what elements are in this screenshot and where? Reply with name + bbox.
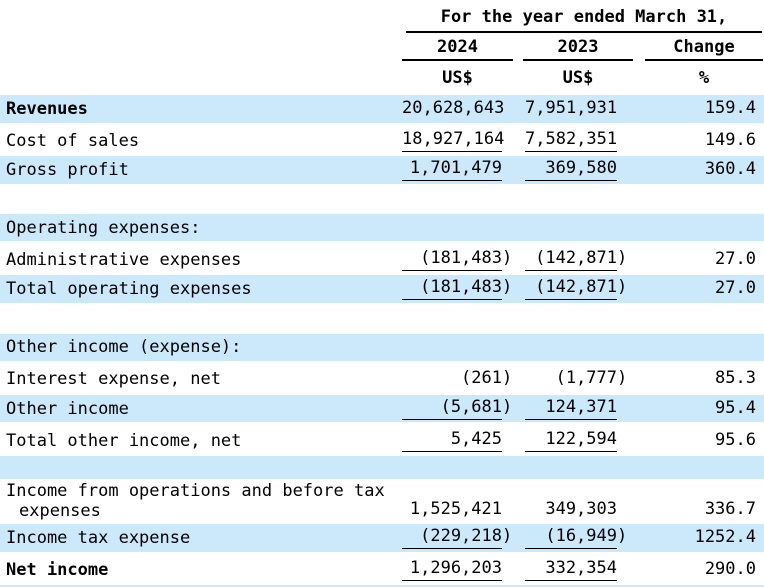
table-row: Interest expense, net (261) (1,777) 85.3: [0, 364, 764, 395]
value-change: [617, 346, 764, 348]
row-label: Operating expenses:: [6, 217, 201, 238]
table-row: Total operating expenses (181,483) (142,87…: [0, 274, 764, 306]
value-change: 1252.4: [694, 526, 756, 547]
period-header: For the year ended March 31,: [406, 5, 762, 33]
value-change: 149.6: [704, 129, 756, 150]
column-header-2023: 2023: [523, 35, 633, 61]
row-label: Total other income, net: [6, 430, 242, 451]
value-2023: [525, 346, 617, 348]
table-row: Revenues 20,628,643 7,951,931 159.4: [0, 95, 764, 126]
table-row: Income tax expense (229,218) (16,949) 1252.…: [0, 523, 764, 555]
value-2024: [402, 227, 502, 229]
section-row: Operating expenses:: [0, 213, 764, 245]
value-2023: 369,580: [525, 158, 617, 182]
value-2023: 7,951,931: [525, 97, 618, 118]
value-2023: 349,303: [545, 498, 617, 519]
value-2024: 1,525,421: [409, 498, 502, 519]
unit-header-2024-usd: US$: [442, 68, 473, 88]
table-body: Revenues 20,628,643 7,951,931 159.4 Cost of …: [0, 95, 764, 587]
table-row: Cost of sales 18,927,164 7,582,351 149.6: [0, 126, 764, 157]
row-label: Revenues: [6, 98, 88, 119]
row-label: Cost of sales: [6, 130, 140, 151]
value-change: 27.0: [715, 277, 756, 298]
value-change: 85.3: [715, 368, 756, 389]
column-header-2024: 2024: [402, 35, 513, 61]
unit-header-change-percent: %: [698, 68, 710, 88]
row-label: Other income: [6, 398, 129, 419]
value-2024: [402, 346, 502, 348]
value-change: 336.7: [704, 498, 756, 519]
value-change: 95.4: [715, 397, 756, 418]
row-label: Interest expense, net: [6, 369, 221, 390]
table-header: For the year ended March 31, 2024 2023 C…: [0, 0, 764, 95]
value-change: 290.0: [704, 558, 756, 579]
row-label: Other income (expense):: [6, 337, 242, 358]
value-change: [617, 227, 764, 229]
value-2023: (142,871): [525, 248, 627, 272]
value-change: 27.0: [715, 248, 756, 269]
value-2024: 1,701,479: [402, 158, 502, 182]
spacer-row: [0, 187, 764, 214]
value-2024: (261): [461, 368, 513, 389]
value-2023: (1,777): [555, 368, 628, 389]
table-row: Income from operations and before tax exp…: [0, 480, 764, 524]
value-2024: (5,681): [402, 397, 512, 421]
row-label: Income from operations and before tax exp…: [6, 480, 385, 521]
table-row: Other income (5,681) 124,371 95.4: [0, 394, 764, 426]
value-2024: (181,483): [402, 277, 512, 301]
spacer-row: [0, 455, 764, 482]
value-2023: (142,871): [525, 277, 627, 301]
value-change: 360.4: [704, 158, 756, 179]
value-2023: (16,949): [525, 526, 627, 550]
spacer-row: [0, 585, 764, 587]
value-2024: (181,483): [402, 248, 512, 272]
column-header-change: Change: [645, 35, 763, 61]
value-2024: 5,425: [402, 429, 502, 453]
table-row: Total other income, net 5,425 122,594 95.6: [0, 425, 764, 456]
table-row: Net income 1,296,203 332,354 290.0: [0, 555, 764, 586]
spacer-row: [0, 306, 764, 334]
value-2023: 122,594: [525, 429, 617, 453]
value-2024: 20,628,643: [402, 97, 505, 118]
value-2023: 7,582,351: [525, 129, 617, 153]
value-2023: 332,354: [525, 558, 617, 582]
row-label: Administrative expenses: [6, 249, 242, 270]
row-label: Net income: [6, 559, 109, 580]
table-row: Gross profit 1,701,479 369,580 360.4: [0, 156, 764, 187]
table-row: Administrative expenses (181,483) (142,871…: [0, 244, 764, 275]
value-2023: 124,371: [525, 397, 617, 421]
value-change: 95.6: [715, 429, 756, 450]
value-2024: (229,218): [402, 526, 512, 550]
unit-header-2023-usd: US$: [562, 68, 594, 88]
row-label: Total operating expenses: [6, 278, 252, 299]
row-label: Gross profit: [6, 159, 129, 180]
row-label: Income tax expense: [6, 527, 191, 548]
value-change: 159.4: [704, 97, 756, 118]
section-row: Other income (expense):: [0, 333, 764, 365]
value-2024: 1,296,203: [402, 558, 502, 582]
value-2024: 18,927,164: [402, 129, 504, 153]
value-2023: [525, 227, 617, 229]
